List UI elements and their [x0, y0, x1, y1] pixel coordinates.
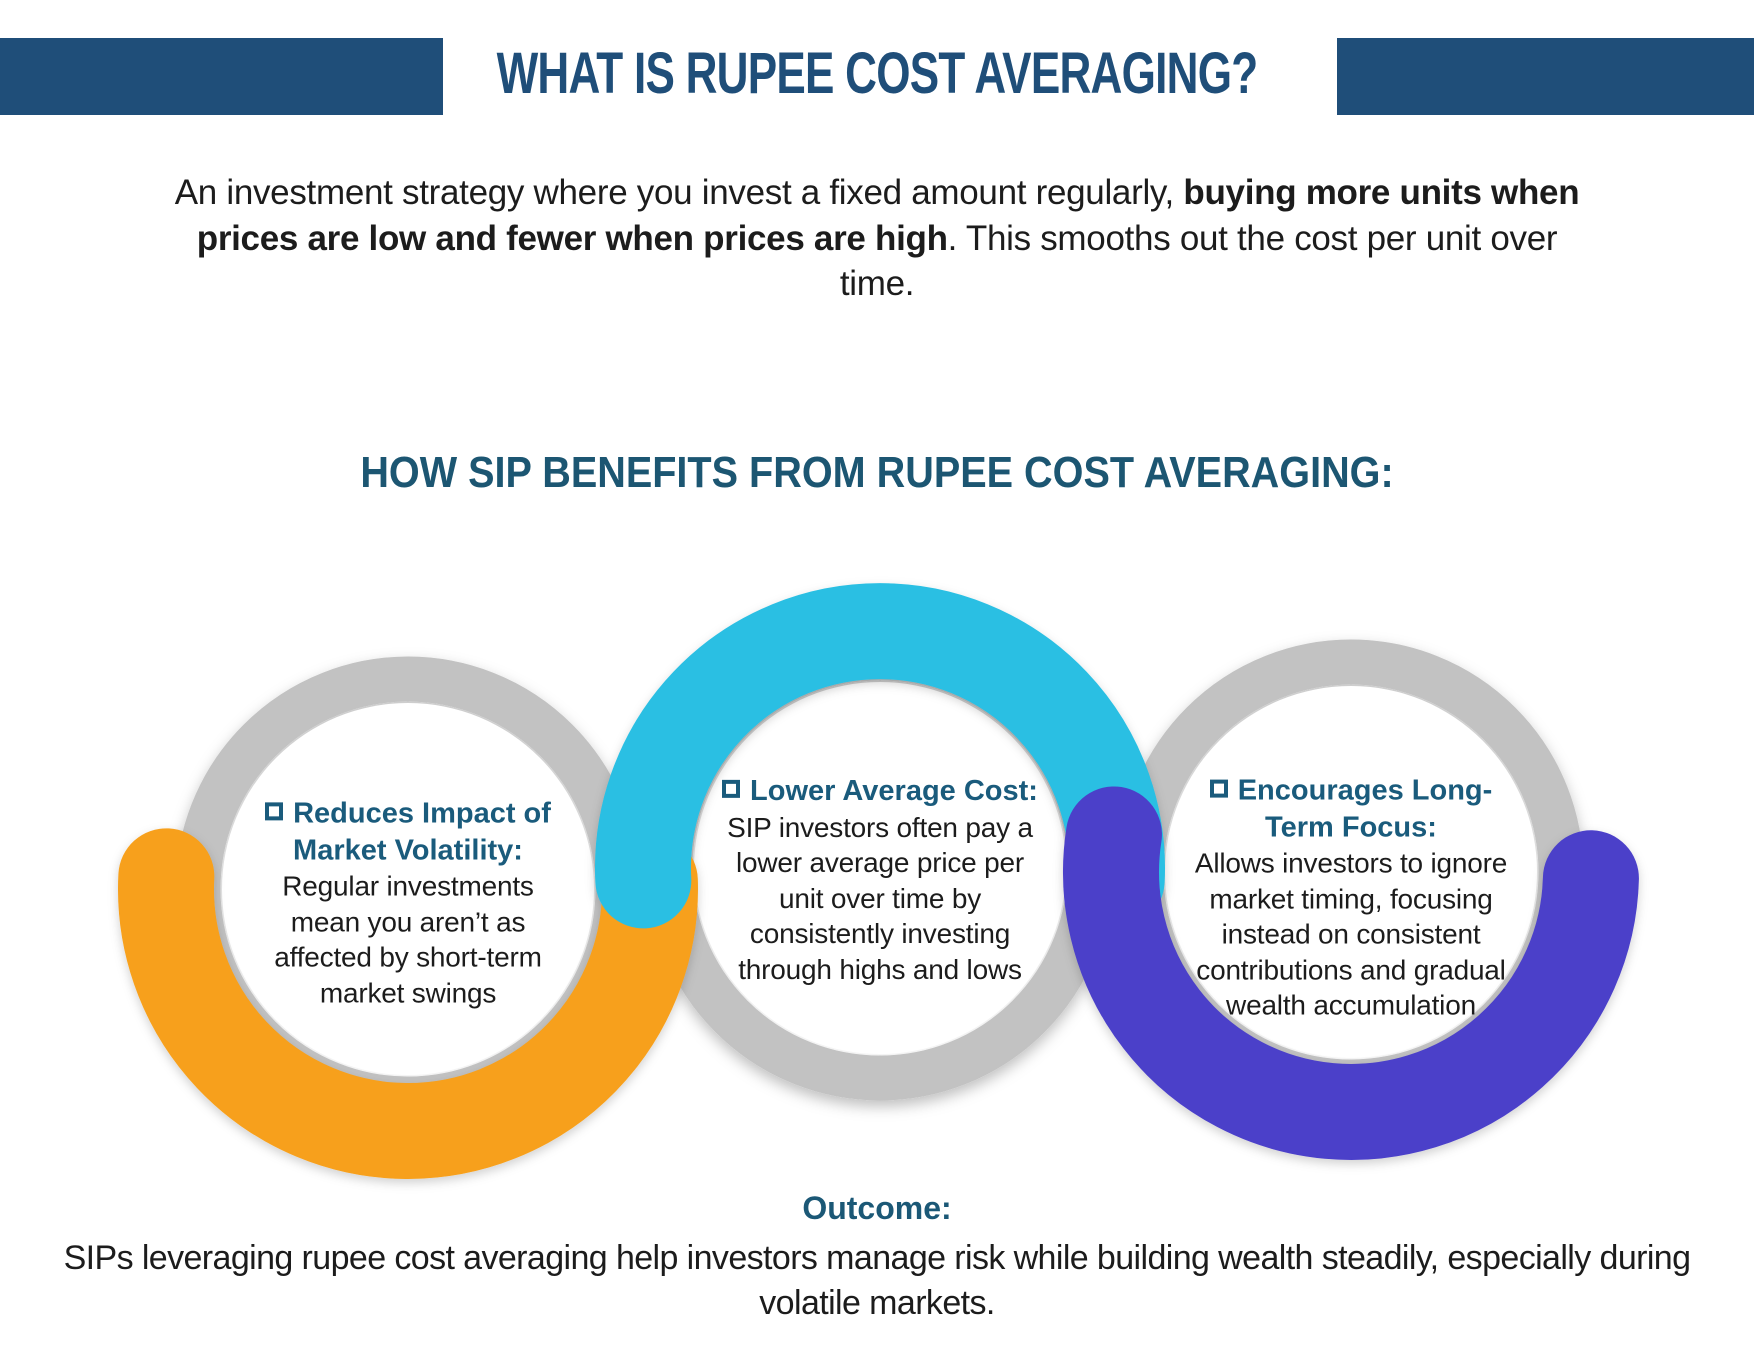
- header-bar-left: [0, 38, 443, 115]
- benefit-body-text: SIP investors often pay a lower average …: [727, 811, 1033, 985]
- benefit-heading-text: Reduces Impact of Market Volatility:: [293, 797, 551, 866]
- benefit-body-text: Allows investors to ignore market timing…: [1194, 847, 1508, 1021]
- intro-paragraph: An investment strategy where you invest …: [167, 170, 1587, 307]
- benefit-heading-text: Lower Average Cost:: [750, 774, 1038, 807]
- benefit-disc-2: [694, 682, 1066, 1054]
- header-bar-right: [1337, 38, 1754, 115]
- benefit-arc-purple: [1063, 786, 1639, 1160]
- square-bullet-icon: [265, 802, 284, 821]
- benefit-heading: Encourages Long-Term Focus:: [1201, 773, 1501, 846]
- square-bullet-icon: [722, 779, 741, 798]
- section-heading: HOW SIP BENEFITS FROM RUPEE COST AVERAGI…: [360, 448, 1394, 497]
- benefit-arc-cyan: [595, 583, 1165, 929]
- outcome-paragraph: SIPs leveraging rupee cost averaging hel…: [63, 1239, 1691, 1322]
- square-bullet-icon: [1209, 779, 1228, 798]
- outcome-label: Outcome:: [802, 1190, 952, 1226]
- intro-text-bold: buying more units when prices are low an…: [196, 173, 1580, 258]
- page-title: WHAT IS RUPEE COST AVERAGING?: [496, 41, 1259, 106]
- benefit-heading: Lower Average Cost:: [716, 773, 1044, 810]
- intro-text-end: . This smooths out the cost per unit ove…: [839, 218, 1558, 304]
- benefit-disc-3: [1165, 686, 1537, 1058]
- benefit-body-text: Regular investments mean you aren’t as a…: [274, 870, 542, 1009]
- benefit-heading-text: Encourages Long-Term Focus:: [1237, 774, 1493, 844]
- benefit-arc-orange: [118, 828, 698, 1179]
- intro-text-start: An investment strategy where you invest …: [174, 173, 1184, 212]
- benefit-card-volatility: Reduces Impact of Market Volatility: Reg…: [243, 795, 573, 1010]
- colored-arcs-group: [118, 583, 1639, 1179]
- benefit-card-lower-cost: Lower Average Cost: SIP investors often …: [716, 773, 1044, 987]
- benefit-heading: Reduces Impact of Market Volatility:: [243, 795, 573, 868]
- benefit-disc-1: [222, 703, 594, 1075]
- benefit-card-long-term: Encourages Long-Term Focus: Allows inves…: [1185, 773, 1517, 1024]
